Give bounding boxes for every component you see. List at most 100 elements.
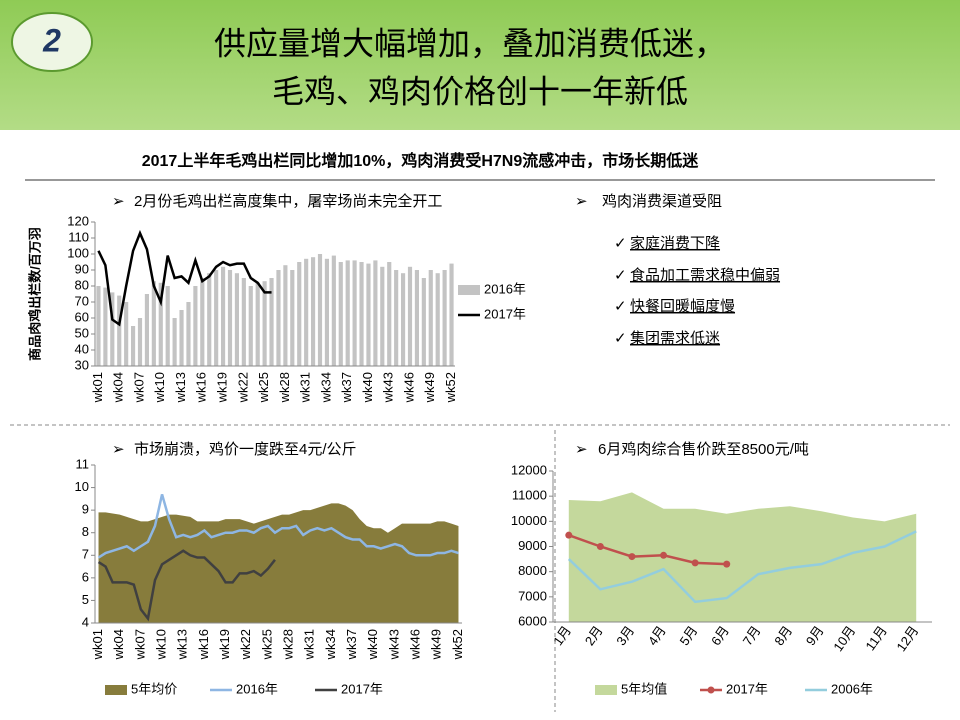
bar — [96, 286, 101, 366]
bar — [352, 260, 357, 366]
line-marker — [565, 531, 573, 539]
bar — [387, 262, 392, 366]
x-tick-label: 7月 — [740, 623, 764, 648]
x-tick-label: wk22 — [235, 372, 250, 403]
y-tick-label: 8000 — [518, 563, 547, 578]
line-marker — [628, 553, 636, 561]
x-tick-label: wk16 — [196, 629, 211, 660]
legend-label: 2017年 — [726, 681, 768, 696]
bar — [311, 257, 316, 366]
legend-swatch — [458, 285, 480, 295]
y-tick-label: 40 — [75, 341, 89, 356]
bar — [401, 273, 406, 366]
x-tick-label: 4月 — [645, 623, 669, 648]
line — [567, 530, 917, 604]
bar — [373, 260, 378, 366]
x-tick-label: wk46 — [401, 372, 416, 403]
line — [97, 494, 459, 559]
x-tick-label: wk07 — [131, 372, 146, 403]
check-item: 家庭消费下降 — [630, 235, 720, 252]
x-tick-label: wk19 — [217, 629, 232, 660]
line-marker — [596, 543, 604, 550]
y-tick-label: 10 — [75, 479, 89, 494]
header-band — [0, 0, 960, 130]
y-tick-label: 80 — [75, 277, 89, 292]
legend-swatch — [707, 686, 715, 694]
legend-label: 5年均值 — [621, 681, 667, 696]
y-tick-label: 7 — [82, 547, 89, 562]
x-tick-label: wk31 — [298, 372, 313, 403]
line — [568, 533, 727, 566]
y-axis-label: 商品肉鸡出栏数/百万羽 — [27, 227, 42, 361]
y-tick-label: 9 — [82, 502, 89, 517]
bar — [276, 270, 281, 366]
x-tick-label: 5月 — [677, 623, 701, 648]
badge — [11, 12, 93, 72]
bar — [255, 282, 260, 366]
x-tick-label: wk52 — [450, 629, 465, 660]
y-tick-label: 12000 — [511, 462, 547, 477]
y-tick-label: 60 — [75, 309, 89, 324]
bar — [262, 281, 267, 366]
legend-label: 2017年 — [341, 681, 383, 696]
y-tick-label: 100 — [67, 245, 89, 260]
bar — [221, 266, 226, 366]
x-tick-label: 2月 — [582, 623, 606, 648]
badge-number: 2 — [42, 22, 61, 58]
bar — [144, 294, 149, 366]
bar — [297, 262, 302, 366]
bar — [421, 278, 426, 366]
bar — [345, 260, 350, 366]
x-tick-label: wk52 — [443, 372, 458, 403]
legend-swatch — [105, 685, 127, 695]
x-tick-label: wk25 — [259, 629, 274, 660]
x-tick-label: wk10 — [153, 629, 168, 660]
x-tick-label: 8月 — [771, 623, 795, 648]
bar — [324, 258, 329, 366]
y-tick-label: 11 — [76, 456, 90, 471]
x-tick-label: wk43 — [381, 372, 396, 403]
bar — [137, 318, 143, 366]
bar — [165, 286, 170, 366]
line — [97, 229, 272, 327]
bar — [151, 281, 156, 366]
bar — [214, 270, 219, 366]
x-tick-label: 12月 — [893, 623, 921, 654]
x-tick-label: wk46 — [408, 629, 423, 660]
legend-label: 2016年 — [484, 281, 526, 296]
bar — [193, 286, 198, 366]
y-tick-label: 50 — [75, 325, 89, 340]
x-tick-label: wk04 — [111, 372, 126, 403]
y-tick-label: 90 — [75, 261, 89, 276]
line-marker — [691, 559, 699, 567]
check-item: 集团需求低迷 — [630, 330, 720, 347]
bar — [241, 278, 246, 366]
bar — [124, 302, 129, 366]
x-tick-label: wk31 — [302, 629, 317, 660]
title-line: 供应量增大幅增加，叠加消费低迷， — [214, 25, 726, 61]
section-heading: 2月份毛鸡出栏高度集中，屠宰场尚未完全开工 — [134, 192, 442, 210]
bar — [234, 273, 239, 366]
check-icon: ✓ — [614, 267, 627, 284]
x-tick-label: wk25 — [256, 372, 271, 403]
y-tick-label: 120 — [67, 213, 89, 228]
x-tick-label: wk34 — [318, 372, 333, 403]
legend-label: 5年均价 — [131, 681, 177, 696]
bar — [186, 302, 191, 366]
bar — [110, 292, 115, 366]
x-tick-label: wk49 — [429, 629, 444, 660]
bar — [172, 318, 177, 366]
check-item: 快餐回暖幅度慢 — [630, 298, 735, 315]
line-marker — [660, 551, 668, 559]
bar — [380, 266, 385, 366]
y-tick-label: 6000 — [518, 613, 547, 628]
bar — [407, 266, 413, 366]
check-icon: ✓ — [614, 298, 627, 315]
x-tick-label: 6月 — [708, 623, 732, 648]
y-tick-label: 11000 — [512, 488, 547, 503]
x-tick-label: wk07 — [132, 629, 147, 660]
bar — [394, 270, 399, 366]
y-tick-label: 8 — [82, 524, 89, 539]
x-tick-label: 9月 — [803, 623, 827, 648]
bar — [414, 270, 419, 366]
